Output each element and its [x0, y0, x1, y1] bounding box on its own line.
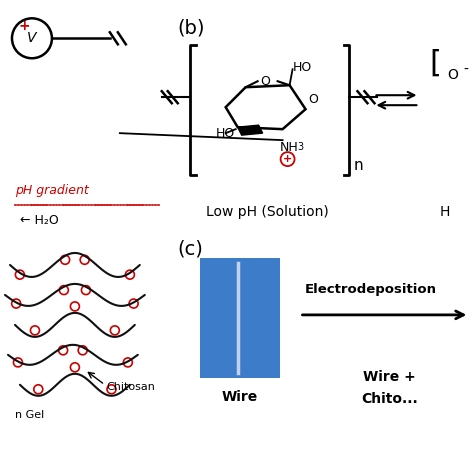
Text: 3: 3 — [298, 142, 304, 152]
Text: Electrodeposition: Electrodeposition — [305, 283, 437, 296]
Text: H: H — [439, 205, 450, 219]
Text: NH: NH — [280, 141, 298, 154]
Text: V: V — [27, 31, 36, 46]
Text: HO: HO — [216, 127, 235, 140]
Text: Wire +: Wire + — [363, 370, 416, 384]
Text: (b): (b) — [178, 18, 205, 37]
Bar — [200, 258, 280, 378]
Text: n: n — [354, 158, 363, 173]
Text: O: O — [261, 75, 271, 88]
Text: HO: HO — [292, 61, 312, 74]
Text: (c): (c) — [178, 240, 204, 259]
Text: Wire: Wire — [221, 390, 258, 404]
Text: O: O — [309, 93, 319, 106]
Text: [: [ — [429, 48, 441, 77]
Text: ← H₂O: ← H₂O — [20, 213, 59, 227]
Text: -: - — [463, 63, 468, 77]
Text: n Gel: n Gel — [15, 410, 44, 420]
Text: Chito...: Chito... — [361, 392, 418, 406]
Text: Low pH (Solution): Low pH (Solution) — [206, 205, 329, 219]
Text: +: + — [283, 154, 292, 164]
Text: Chitosan: Chitosan — [107, 382, 156, 392]
Text: pH gradient: pH gradient — [15, 183, 89, 197]
Text: O: O — [447, 68, 458, 82]
Polygon shape — [237, 125, 263, 135]
Text: +: + — [18, 19, 30, 33]
